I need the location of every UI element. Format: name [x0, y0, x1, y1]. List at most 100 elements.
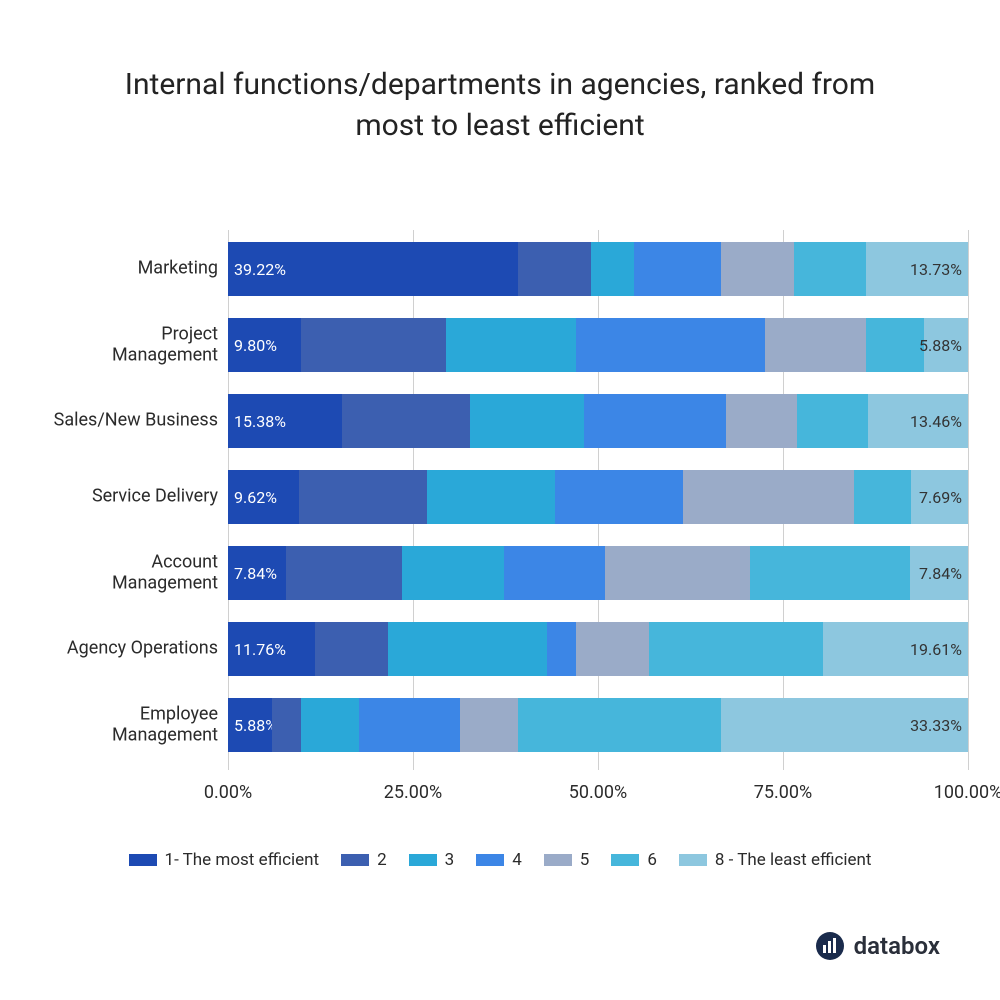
brand-logo: databox: [816, 932, 940, 960]
segment-value-label: 7.69%: [919, 470, 962, 524]
bar-segment: [794, 242, 867, 296]
x-tick-label: 0.00%: [204, 782, 252, 803]
bar-row: 9.62% 7.69%: [228, 470, 968, 524]
bar-segment: 9.80%: [228, 318, 301, 372]
bar-segment: 5.88%: [924, 318, 968, 372]
bar-segment: [518, 242, 591, 296]
bar-segment: [576, 622, 649, 676]
bar-segment: [388, 622, 548, 676]
grid-line: [968, 230, 969, 770]
brand-logo-text: databox: [854, 932, 940, 960]
x-tick-label: 25.00%: [384, 782, 442, 803]
y-category-label: Project Management: [53, 324, 218, 365]
x-tick-label: 50.00%: [569, 782, 627, 803]
bar-segment: 33.33%: [721, 698, 968, 752]
bar-row: 7.84% 7.84%: [228, 546, 968, 600]
bar-segment: [315, 622, 388, 676]
legend-swatch: [679, 854, 707, 866]
bar-segment: [683, 470, 854, 524]
bar-segment: [301, 698, 359, 752]
bar-segment: [797, 394, 868, 448]
segment-value-label: 13.73%: [910, 242, 962, 296]
bar-segment: [634, 242, 721, 296]
bar-segment: [726, 394, 797, 448]
y-category-label: Marketing: [53, 259, 218, 280]
bar-segment: [555, 470, 683, 524]
bar-segment: [750, 546, 910, 600]
legend-label: 1- The most efficient: [165, 850, 320, 870]
segment-value-label: 5.88%: [919, 318, 962, 372]
bar-segment: [460, 698, 518, 752]
bar-segment: [359, 698, 461, 752]
bar-segment: [605, 546, 750, 600]
bar-segment: [402, 546, 504, 600]
legend-item: 6: [611, 850, 657, 870]
legend-item: 2: [341, 850, 387, 870]
segment-value-label: 9.62%: [234, 470, 277, 524]
bar-segment: 19.61%: [823, 622, 968, 676]
segment-value-label: 15.38%: [234, 394, 286, 448]
x-tick-label: 100.00%: [934, 782, 1000, 803]
bar-row: 15.38% 13.46%: [228, 394, 968, 448]
segment-value-label: 33.33%: [910, 698, 962, 752]
bar-segment: 13.73%: [866, 242, 968, 296]
legend-label: 8 - The least efficient: [715, 850, 872, 870]
legend-item: 5: [544, 850, 590, 870]
bar-segment: [721, 242, 794, 296]
segment-value-label: 39.22%: [234, 242, 286, 296]
bar-segment: 5.88%: [228, 698, 272, 752]
bar-segment: 15.38%: [228, 394, 342, 448]
bar-segment: [866, 318, 924, 372]
legend-label: 2: [377, 850, 387, 870]
bar-segment: [446, 318, 577, 372]
bar-segment: [301, 318, 446, 372]
legend-swatch: [544, 854, 572, 866]
bar-row: 9.80% 5.88%: [228, 318, 968, 372]
legend-swatch: [409, 854, 437, 866]
bar-row: 39.22% 13.73%: [228, 242, 968, 296]
segment-value-label: 7.84%: [919, 546, 962, 600]
bar-segment: [591, 242, 635, 296]
bar-segment: [504, 546, 606, 600]
segment-value-label: 11.76%: [234, 622, 286, 676]
bar-segment: [272, 698, 301, 752]
legend-item: 3: [409, 850, 455, 870]
legend-swatch: [611, 854, 639, 866]
bar-row: 11.76% 19.61%: [228, 622, 968, 676]
bar-segment: [427, 470, 555, 524]
plot-area: 0.00%25.00%50.00%75.00%100.00%39.22%13.7…: [228, 230, 968, 770]
bar-segment: 39.22%: [228, 242, 518, 296]
y-category-label: Agency Operations: [53, 639, 218, 660]
segment-value-label: 7.84%: [234, 546, 277, 600]
bar-segment: [342, 394, 470, 448]
legend: 1- The most efficient 2 3 4 5 6 8 - The least …: [0, 850, 1000, 870]
bar-segment: [518, 698, 721, 752]
bar-segment: [854, 470, 911, 524]
segment-value-label: 5.88%: [234, 698, 277, 752]
brand-logo-icon: [816, 932, 844, 960]
segment-value-label: 19.61%: [910, 622, 962, 676]
y-category-label: Employee Management: [53, 704, 218, 745]
segment-value-label: 13.46%: [910, 394, 962, 448]
bar-row: 5.88% 33.33%: [228, 698, 968, 752]
legend-item: 4: [476, 850, 522, 870]
legend-item: 8 - The least efficient: [679, 850, 872, 870]
bar-segment: [584, 394, 726, 448]
legend-label: 5: [580, 850, 590, 870]
y-category-label: Sales/New Business: [53, 411, 218, 432]
bar-segment: 13.46%: [868, 394, 968, 448]
chart-container: Internal functions/departments in agenci…: [0, 0, 1000, 1000]
bar-segment: 9.62%: [228, 470, 299, 524]
legend-label: 3: [445, 850, 455, 870]
legend-swatch: [341, 854, 369, 866]
legend-item: 1- The most efficient: [129, 850, 320, 870]
chart-title: Internal functions/departments in agenci…: [0, 65, 1000, 146]
y-category-label: Account Management: [53, 552, 218, 593]
legend-swatch: [129, 854, 157, 866]
segment-value-label: 9.80%: [234, 318, 277, 372]
bar-segment: [286, 546, 402, 600]
y-category-label: Service Delivery: [53, 487, 218, 508]
legend-label: 4: [512, 850, 522, 870]
bar-segment: [299, 470, 427, 524]
bar-segment: [649, 622, 823, 676]
